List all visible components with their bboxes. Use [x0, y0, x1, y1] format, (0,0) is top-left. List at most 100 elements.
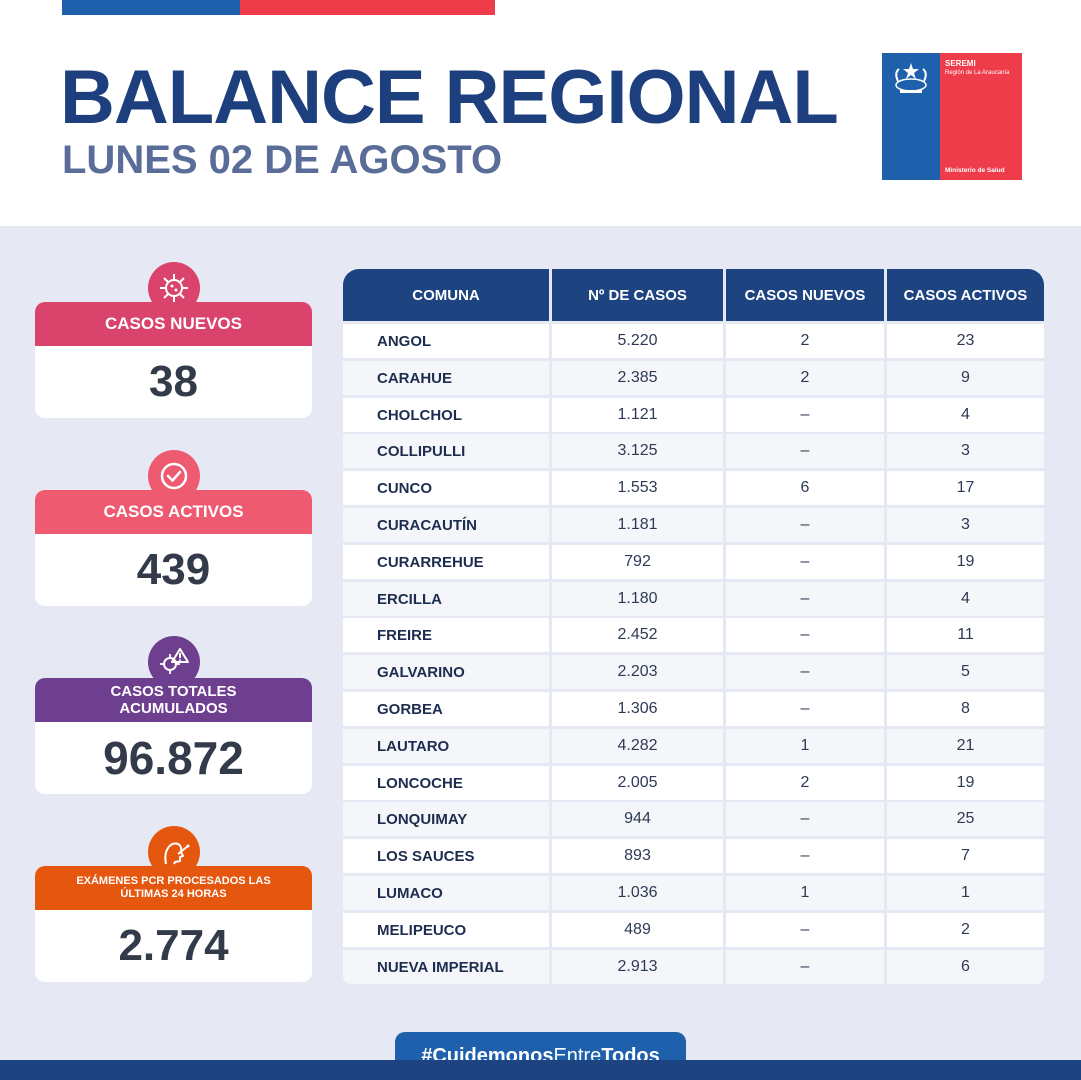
- cell-activos: 3: [887, 508, 1044, 542]
- cell-casos: 3.125: [552, 434, 723, 468]
- cell-activos: 5: [887, 655, 1044, 689]
- cell-comuna: ERCILLA: [343, 582, 549, 616]
- cell-nuevos: 1: [726, 729, 884, 763]
- cell-activos: 21: [887, 729, 1044, 763]
- table-row: LONCOCHE 2.005 2 19: [343, 766, 1044, 800]
- cell-activos: 2: [887, 913, 1044, 947]
- stat-value: 2.774: [35, 910, 312, 982]
- table-row: CHOLCHOL 1.121–4: [343, 398, 1044, 432]
- cell-casos: 1.306: [552, 692, 723, 726]
- cell-comuna: LOS SAUCES: [343, 839, 549, 873]
- cell-activos: 19: [887, 545, 1044, 579]
- table-row: CURACAUTÍN 1.181–3: [343, 508, 1044, 542]
- page-subtitle: LUNES 02 DE AGOSTO: [62, 138, 503, 182]
- cell-nuevos: –: [726, 398, 884, 432]
- cell-casos: 1.553: [552, 471, 723, 505]
- table-row: GORBEA 1.306–8: [343, 692, 1044, 726]
- table-row: FREIRE 2.452–11: [343, 618, 1044, 652]
- cell-activos: 6: [887, 950, 1044, 984]
- cell-nuevos: –: [726, 913, 884, 947]
- cell-activos: 17: [887, 471, 1044, 505]
- cell-nuevos: 1: [726, 876, 884, 910]
- table-row: LAUTARO 4.282 1 21: [343, 729, 1044, 763]
- cell-comuna: LAUTARO: [343, 729, 549, 763]
- logo-ministry-text: Ministerio de Salud: [945, 167, 1005, 174]
- col-header-comuna: COMUNA: [343, 269, 549, 321]
- col-header-activos: CASOS ACTIVOS: [887, 269, 1044, 321]
- cell-casos: 2.385: [552, 361, 723, 395]
- cell-comuna: ANGOL: [343, 324, 549, 358]
- stat-label: CASOS NUEVOS: [35, 302, 312, 346]
- cell-activos: 3: [887, 434, 1044, 468]
- seremi-logo: SEREMI Región de La Araucanía Ministerio…: [882, 53, 1022, 180]
- cell-comuna: CURARREHUE: [343, 545, 549, 579]
- cell-activos: 19: [887, 766, 1044, 800]
- table-header: COMUNA Nº DE CASOS CASOS NUEVOS CASOS AC…: [343, 269, 1044, 321]
- cell-comuna: LONQUIMAY: [343, 802, 549, 836]
- table-row: CUNCO 1.553 6 17: [343, 471, 1044, 505]
- cell-comuna: CHOLCHOL: [343, 398, 549, 432]
- stat-label: CASOS ACTIVOS: [35, 490, 312, 534]
- table-row: ANGOL 5.220 2 23: [343, 324, 1044, 358]
- table-row: CURARREHUE 792–19: [343, 545, 1044, 579]
- cell-comuna: GORBEA: [343, 692, 549, 726]
- cell-comuna: GALVARINO: [343, 655, 549, 689]
- col-header-nuevos: CASOS NUEVOS: [726, 269, 884, 321]
- table-row: NUEVA IMPERIAL 2.913–6: [343, 950, 1044, 984]
- cell-comuna: MELIPEUCO: [343, 913, 549, 947]
- cell-casos: 1.181: [552, 508, 723, 542]
- logo-region-text: Región de La Araucanía: [945, 70, 1010, 76]
- table-row: LOS SAUCES 893–7: [343, 839, 1044, 873]
- cell-casos: 1.121: [552, 398, 723, 432]
- cell-nuevos: –: [726, 545, 884, 579]
- top-bar-blue: [62, 0, 240, 15]
- cell-comuna: COLLIPULLI: [343, 434, 549, 468]
- stat-casos-totales: CASOS TOTALES ACUMULADOS 96.872: [35, 636, 312, 794]
- cell-activos: 11: [887, 618, 1044, 652]
- cell-nuevos: –: [726, 839, 884, 873]
- stat-pcr: EXÁMENES PCR PROCESADOS LAS ÚLTIMAS 24 H…: [35, 826, 312, 982]
- cell-casos: 2.913: [552, 950, 723, 984]
- cell-comuna: LONCOCHE: [343, 766, 549, 800]
- top-bar-red: [240, 0, 495, 15]
- table-row: LONQUIMAY 944–25: [343, 802, 1044, 836]
- cell-casos: 5.220: [552, 324, 723, 358]
- cell-nuevos: –: [726, 434, 884, 468]
- cell-comuna: LUMACO: [343, 876, 549, 910]
- cell-comuna: CUNCO: [343, 471, 549, 505]
- table-row: MELIPEUCO 489–2: [343, 913, 1044, 947]
- stat-label: CASOS TOTALES ACUMULADOS: [35, 678, 312, 722]
- cell-nuevos: –: [726, 618, 884, 652]
- cell-nuevos: 2: [726, 324, 884, 358]
- cell-nuevos: –: [726, 692, 884, 726]
- cell-casos: 944: [552, 802, 723, 836]
- cell-casos: 489: [552, 913, 723, 947]
- stat-value: 439: [35, 534, 312, 606]
- cell-comuna: CARAHUE: [343, 361, 549, 395]
- cell-comuna: NUEVA IMPERIAL: [343, 950, 549, 984]
- cell-casos: 1.180: [552, 582, 723, 616]
- cell-casos: 2.452: [552, 618, 723, 652]
- cell-casos: 1.036: [552, 876, 723, 910]
- table-row: LUMACO 1.036 1 1: [343, 876, 1044, 910]
- cell-nuevos: 2: [726, 361, 884, 395]
- cell-activos: 8: [887, 692, 1044, 726]
- cell-activos: 1: [887, 876, 1044, 910]
- stat-casos-nuevos: CASOS NUEVOS 38: [35, 262, 312, 418]
- cell-activos: 4: [887, 398, 1044, 432]
- cell-casos: 4.282: [552, 729, 723, 763]
- cell-activos: 25: [887, 802, 1044, 836]
- stat-label: EXÁMENES PCR PROCESADOS LAS ÚLTIMAS 24 H…: [35, 866, 312, 910]
- stat-casos-activos: CASOS ACTIVOS 439: [35, 450, 312, 606]
- table-row: CARAHUE 2.385 2 9: [343, 361, 1044, 395]
- cell-nuevos: 2: [726, 766, 884, 800]
- stat-value: 38: [35, 346, 312, 418]
- cell-nuevos: –: [726, 802, 884, 836]
- cell-nuevos: –: [726, 950, 884, 984]
- cell-casos: 792: [552, 545, 723, 579]
- col-header-casos: Nº DE CASOS: [552, 269, 723, 321]
- cell-nuevos: –: [726, 508, 884, 542]
- page-title: BALANCE REGIONAL: [60, 55, 839, 140]
- cell-comuna: CURACAUTÍN: [343, 508, 549, 542]
- table-row: ERCILLA 1.180–4: [343, 582, 1044, 616]
